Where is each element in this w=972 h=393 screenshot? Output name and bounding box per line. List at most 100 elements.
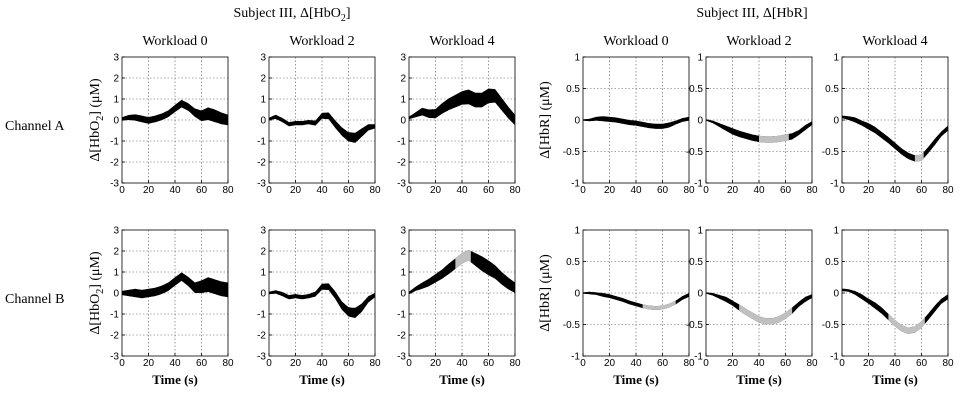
x-tick-label: 20: [143, 185, 155, 196]
series-band: [409, 249, 515, 295]
y-tick-label: -0.5: [822, 147, 840, 158]
y-tick-label: 0: [400, 289, 406, 300]
y-tick-label: 0.5: [566, 257, 580, 268]
x-tick-label: 20: [727, 185, 739, 196]
y-tick-label: 0.5: [689, 84, 703, 95]
x-tick-label: 20: [290, 358, 302, 369]
panel-6: Workload 4 0 20 40 60 80 -1 -0.5 0 0.5 1: [822, 34, 954, 196]
x-tick-label: 40: [456, 185, 468, 196]
x-tick-label: 0: [703, 358, 709, 369]
series-band: [842, 115, 948, 162]
x-tick-label: 20: [290, 185, 302, 196]
x-tick-label: 60: [483, 185, 495, 196]
y-tick-label: 0: [260, 116, 266, 127]
panel-title: Workload 2: [726, 34, 791, 49]
series-band: [269, 283, 375, 318]
x-tick-label: 40: [316, 358, 328, 369]
y-tick-label: -3: [110, 179, 119, 190]
x-axis-label: Time (s): [152, 372, 198, 387]
y-tick-label: 1: [400, 95, 406, 106]
x-tick-label: 0: [119, 358, 125, 369]
y-tick-label: 2: [400, 247, 406, 258]
y-tick-label: 2: [260, 74, 266, 85]
x-tick-label: 80: [222, 358, 234, 369]
x-tick-label: 80: [509, 358, 521, 369]
y-tick-label: 3: [260, 53, 266, 64]
y-tick-label: 3: [400, 53, 406, 64]
x-tick-label: 60: [916, 185, 928, 196]
y-axis-label: Δ[HbO2] (μM): [88, 251, 106, 335]
y-tick-label: 3: [260, 226, 266, 237]
x-tick-label: 80: [369, 358, 381, 369]
x-tick-label: 80: [369, 185, 381, 196]
y-tick-label: 3: [400, 226, 406, 237]
panel-title: Workload 4: [862, 34, 927, 49]
x-tick-label: 60: [196, 358, 208, 369]
y-tick-label: -1: [257, 137, 266, 148]
x-axis-label: Time (s): [736, 372, 782, 387]
x-tick-label: 40: [889, 185, 901, 196]
x-tick-label: 60: [196, 185, 208, 196]
panel-9: 0 20 40 60 80 -3 -2 -1 0 1 2 3 Time (s): [397, 226, 521, 388]
x-tick-label: 40: [316, 185, 328, 196]
y-tick-label: 0: [574, 289, 580, 300]
x-tick-label: 60: [780, 358, 792, 369]
y-tick-label: -0.5: [563, 320, 581, 331]
x-axis-label: Time (s): [872, 372, 918, 387]
y-tick-label: 1: [400, 268, 406, 279]
panel-5: Workload 20 20 40 60 80-1-0.500.51: [686, 34, 818, 196]
y-tick-label: 0: [833, 289, 839, 300]
x-tick-label: 60: [780, 185, 792, 196]
y-tick-label: 0: [113, 116, 119, 127]
y-tick-label: 1: [260, 95, 266, 106]
y-tick-label: -1: [571, 352, 580, 363]
panel-title: Workload 0: [142, 34, 207, 49]
series-band: [122, 272, 228, 299]
y-tick-label: -2: [397, 331, 406, 342]
y-tick-label: -2: [110, 158, 119, 169]
x-tick-label: 0: [119, 185, 125, 196]
x-tick-label: 60: [916, 358, 928, 369]
panel-8: 0 20 40 60 80 -3 -2 -1 0 1 2 3 Time (s): [257, 226, 381, 388]
y-tick-label: 1: [113, 95, 119, 106]
panel-title: Workload 4: [429, 34, 494, 49]
x-tick-label: 40: [169, 185, 181, 196]
panel-7: 0 20 40 60 80 -3 -2 -1 0 1 2 3 Δ[HbO2] (μM) Time (s): [88, 226, 234, 388]
y-tick-label: -1: [830, 179, 839, 190]
y-tick-label: 0: [574, 116, 580, 127]
x-tick-label: 80: [683, 185, 695, 196]
x-axis-label: Time (s): [299, 372, 345, 387]
x-tick-label: 20: [727, 358, 739, 369]
row-label-channel-a: Channel A: [5, 119, 65, 134]
x-tick-label: 40: [753, 358, 765, 369]
x-tick-label: 80: [806, 185, 818, 196]
y-tick-label: 2: [113, 247, 119, 258]
y-tick-label: 1: [260, 268, 266, 279]
significant-band: [739, 304, 793, 325]
y-tick-label: -2: [257, 158, 266, 169]
panel-title: Workload 2: [289, 34, 354, 49]
y-axis-label: Δ[HbO2] (μM): [88, 78, 106, 162]
y-tick-label: 0: [697, 289, 703, 300]
x-tick-label: 0: [703, 185, 709, 196]
x-tick-label: 0: [839, 358, 845, 369]
y-tick-label: -3: [110, 352, 119, 363]
x-tick-label: 60: [343, 185, 355, 196]
series-band: [583, 116, 689, 129]
x-tick-label: 0: [406, 358, 412, 369]
panel-3: Workload 4 0 20 40 60 80 -3 -2 -1 0 1 2 3: [397, 34, 521, 196]
y-tick-label: 2: [260, 247, 266, 258]
significant-band: [642, 300, 676, 311]
y-tick-label: -2: [110, 331, 119, 342]
y-tick-label: -0.5: [686, 147, 704, 158]
significant-band: [888, 313, 925, 334]
y-tick-label: -1: [110, 137, 119, 148]
x-tick-label: 60: [343, 358, 355, 369]
significant-band: [914, 152, 924, 162]
group-title-hbr: Subject III, Δ[HbR]: [696, 6, 807, 21]
x-tick-label: 80: [683, 358, 695, 369]
y-tick-label: -1: [397, 137, 406, 148]
y-tick-label: 0: [697, 116, 703, 127]
